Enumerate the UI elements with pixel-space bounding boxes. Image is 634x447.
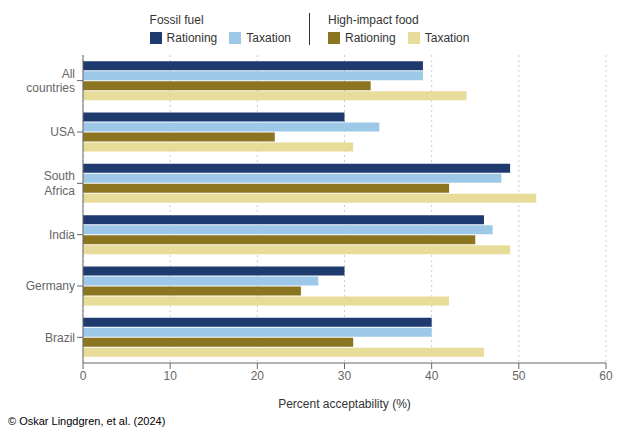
html-text:Taxation: Taxation <box>424 31 470 45</box>
html-text:Fossil fuel: Fossil fuel <box>149 13 204 27</box>
svg-text:Allcountries: Allcountries <box>26 67 75 95</box>
html-text:Rationing: Rationing <box>166 31 218 45</box>
html-text:Rationing: Rationing <box>345 31 396 45</box>
svg-text:Percent acceptability (%): Percent acceptability (%) <box>278 397 411 411</box>
svg-text:40: 40 <box>425 369 439 383</box>
svg-text:India: India <box>49 228 75 242</box>
html-text:High-impact food: High-impact food <box>328 13 419 27</box>
svg-text:0: 0 <box>80 369 87 383</box>
svg-text:10: 10 <box>163 369 177 383</box>
svg-text:Brazil: Brazil <box>45 331 75 345</box>
svg-text:50: 50 <box>512 369 526 383</box>
html-text:Taxation: Taxation <box>246 31 291 45</box>
svg-text:60: 60 <box>599 369 613 383</box>
svg-text:SouthAfrica: SouthAfrica <box>44 169 76 197</box>
svg-text:USA: USA <box>50 125 75 139</box>
svg-text:20: 20 <box>251 369 265 383</box>
svg-text:Germany: Germany <box>26 279 75 293</box>
svg-text:30: 30 <box>338 369 352 383</box>
html-text:© Oskar Lingdgren, et al. (202: © Oskar Lingdgren, et al. (2024) <box>8 415 166 427</box>
